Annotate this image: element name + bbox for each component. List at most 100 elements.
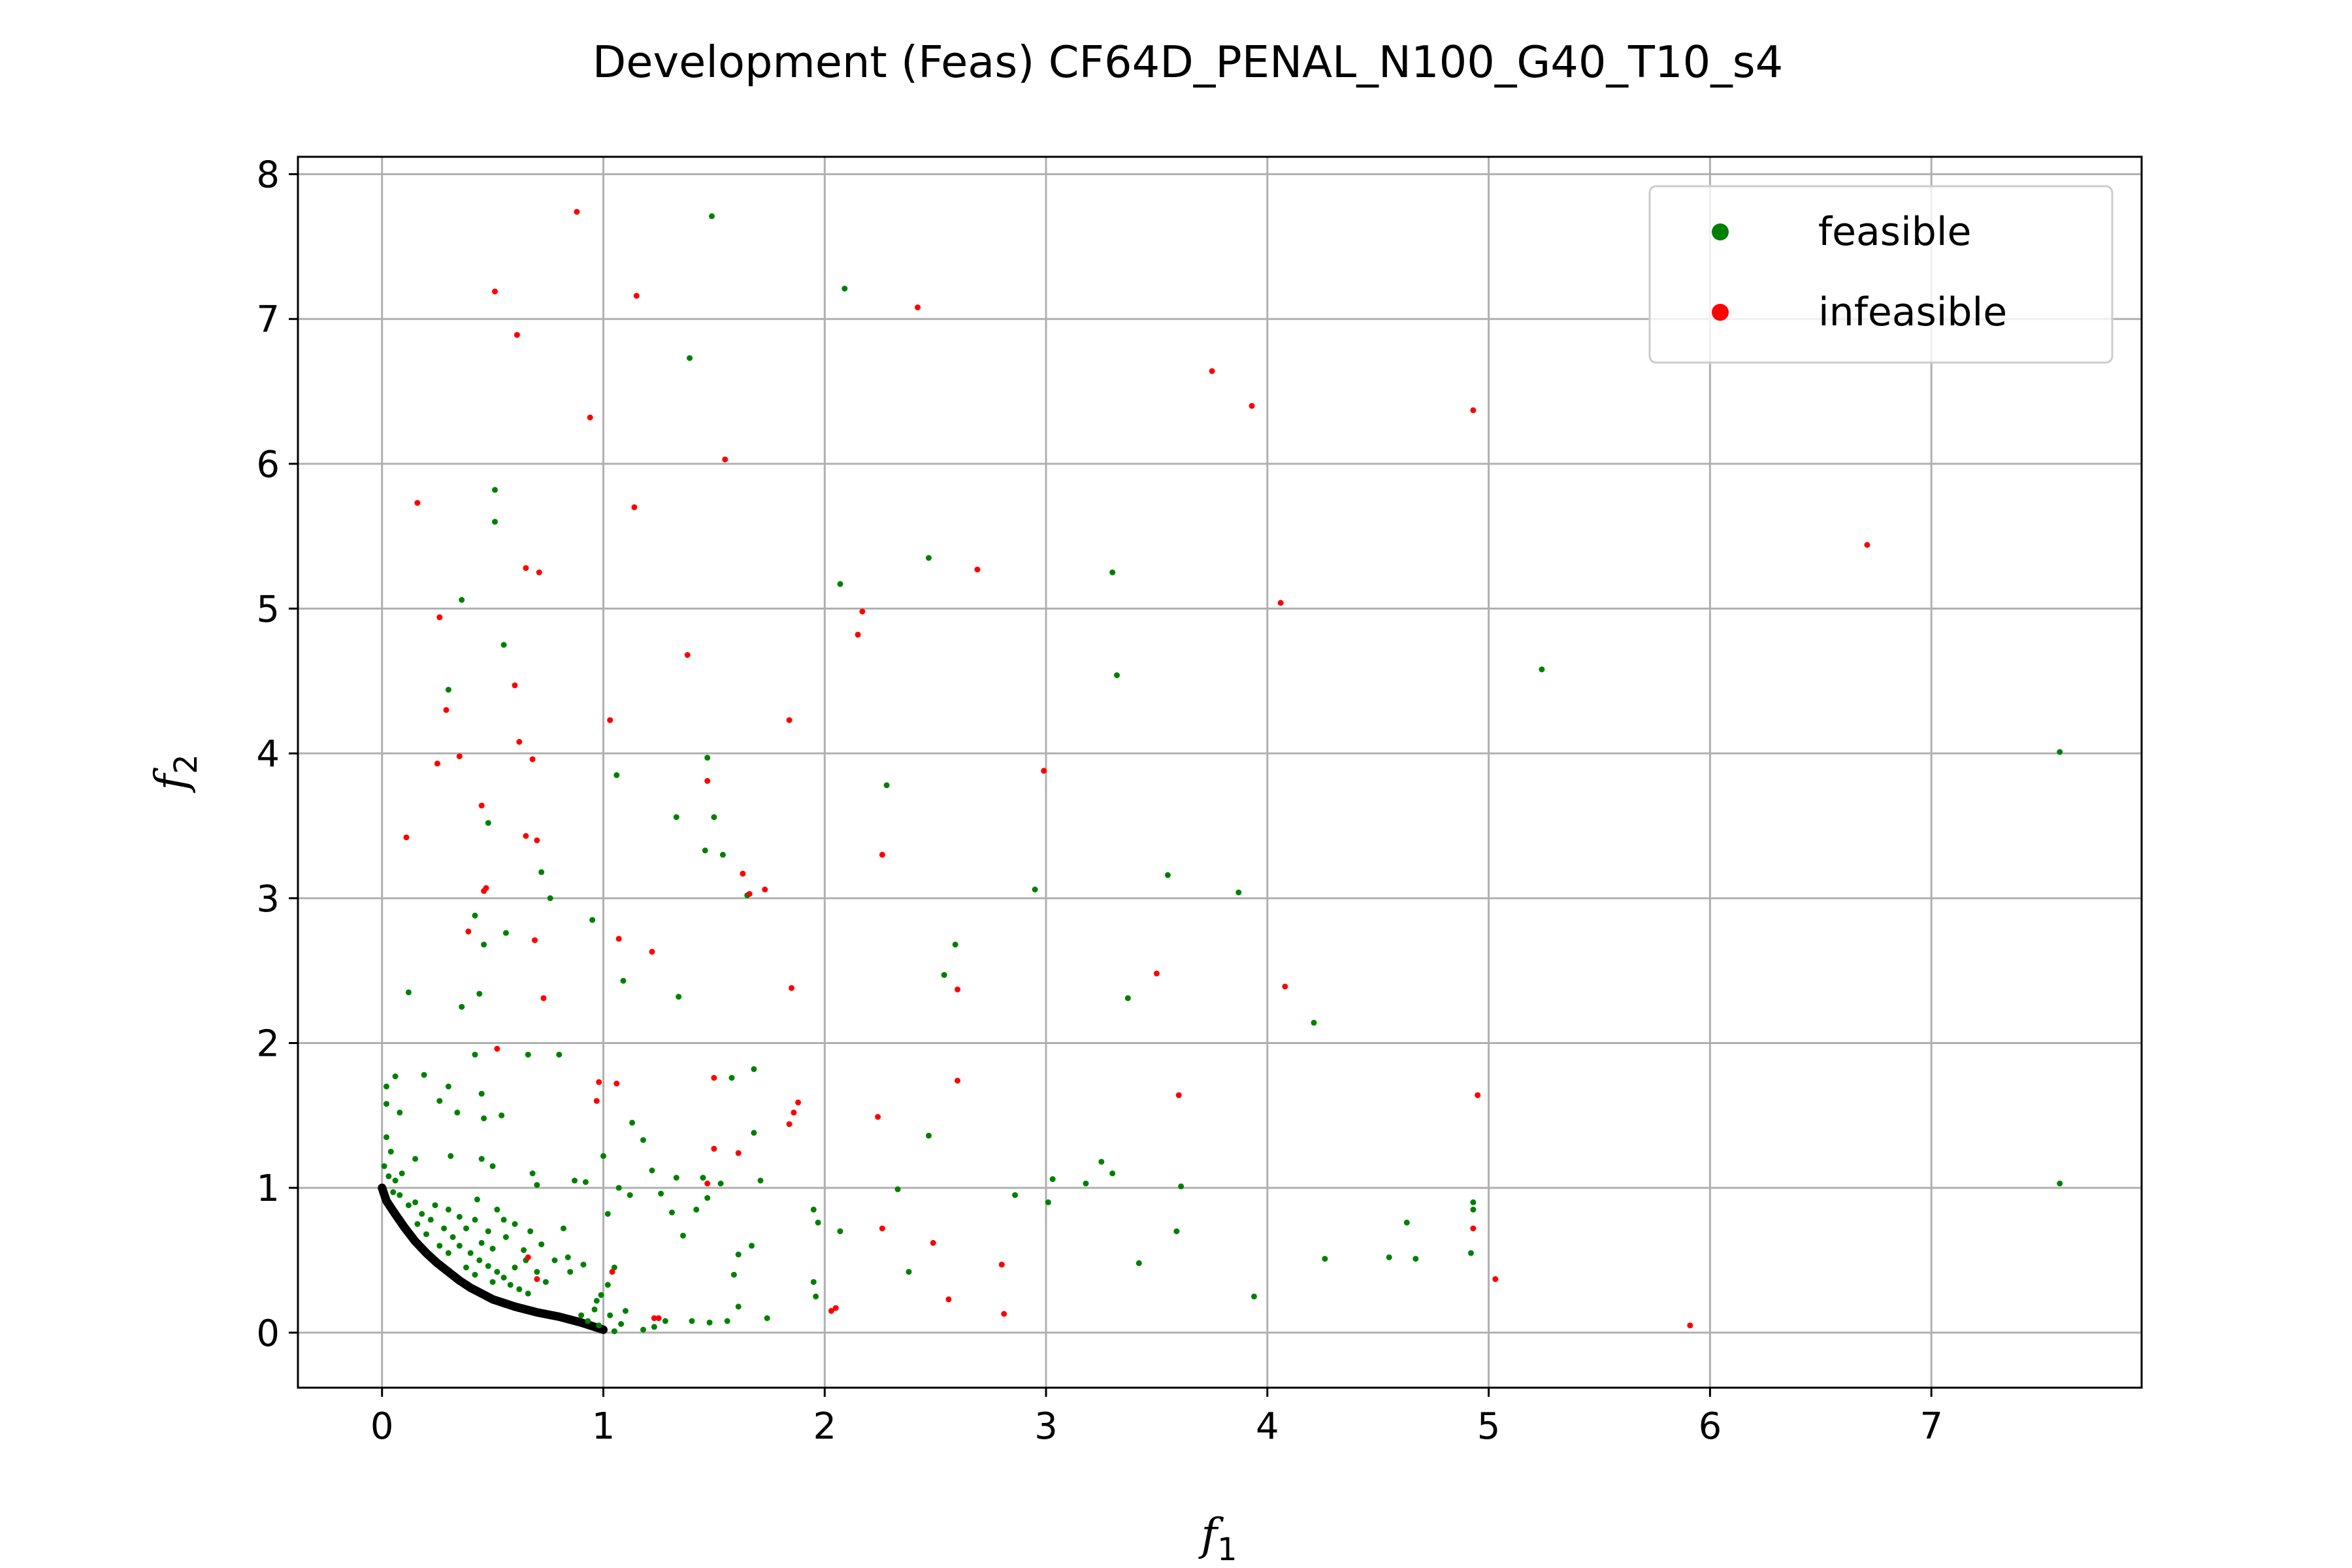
infeasible-point-13 (523, 565, 529, 571)
feasible-point-96 (815, 1219, 821, 1226)
infeasible-point-31 (478, 802, 485, 809)
feasible-point-177 (585, 1318, 591, 1324)
chart-title: Development (Feas) CF64D_PENAL_N100_G40_… (593, 37, 1784, 88)
infeasible-point-69 (879, 1225, 885, 1232)
feasible-point-45 (728, 1075, 735, 1081)
feasible-point-40 (1311, 1019, 1317, 1026)
x-tick-label-0: 0 (370, 1405, 394, 1448)
y-tick-label-4: 4 (256, 733, 280, 776)
feasible-point-33 (941, 972, 947, 978)
plot-frame (297, 155, 2143, 1389)
x-tick-label-6: 6 (1699, 1405, 1722, 1448)
infeasible-point-21 (512, 682, 518, 689)
infeasible-point-52 (596, 1079, 602, 1085)
infeasible-point-9 (722, 456, 728, 463)
y-axis-label: f2 (146, 754, 204, 793)
infeasible-point-16 (1277, 600, 1284, 606)
feasible-point-134 (580, 1262, 587, 1268)
feasible-point-80 (582, 1179, 589, 1185)
feasible-point-20 (702, 847, 708, 854)
feasible-point-133 (567, 1269, 574, 1275)
feasible-point-9 (500, 642, 507, 648)
feasible-point-115 (810, 1279, 817, 1285)
feasible-point-111 (906, 1269, 912, 1275)
feasible-point-11 (1114, 672, 1120, 678)
infeasible-point-55 (1175, 1092, 1182, 1098)
feasible-point-94 (704, 1195, 711, 1201)
feasible-point-107 (1322, 1256, 1328, 1262)
infeasible-point-30 (704, 777, 711, 784)
infeasible-point-2 (633, 293, 640, 299)
feasible-point-91 (669, 1209, 675, 1216)
feasible-point-159 (472, 1271, 478, 1278)
feasible-point-126 (596, 1322, 602, 1329)
feasible-point-143 (432, 1202, 438, 1209)
feasible-point-86 (1178, 1183, 1184, 1190)
infeasible-point-74 (828, 1308, 834, 1314)
feasible-point-154 (476, 1257, 483, 1264)
feasible-point-183 (521, 1247, 527, 1253)
infeasible-point-78 (655, 1315, 662, 1322)
feasible-point-61 (387, 1149, 394, 1155)
infeasible-point-57 (593, 1098, 600, 1104)
infeasible-point-39 (762, 887, 768, 892)
infeasible-point-10 (414, 500, 421, 506)
feasible-point-152 (456, 1243, 463, 1249)
feasible-point-129 (604, 1282, 611, 1288)
infeasible-point-79 (651, 1315, 657, 1322)
infeasible-point-15 (974, 566, 981, 573)
feasible-point-41 (472, 1051, 478, 1058)
feasible-point-158 (489, 1279, 496, 1285)
feasible-point-43 (556, 1051, 563, 1058)
pareto-front-line (378, 1183, 608, 1334)
y-axis-label-sub: 2 (168, 754, 204, 774)
feasible-point-81 (615, 1184, 622, 1191)
feasible-point-121 (689, 1318, 695, 1324)
feasible-point-161 (445, 1250, 451, 1256)
feasible-point-151 (449, 1234, 456, 1240)
feasible-point-24 (1032, 887, 1038, 892)
feasible-point-147 (405, 1202, 412, 1209)
infeasible-point-4 (514, 332, 520, 338)
feasible-point-37 (676, 994, 682, 1000)
feasible-point-38 (1124, 995, 1131, 1002)
feasible-point-93 (693, 1206, 700, 1213)
feasible-point-119 (724, 1318, 730, 1324)
infeasible-point-60 (786, 1121, 792, 1128)
infeasible-point-33 (523, 833, 529, 839)
feasible-point-30 (502, 930, 509, 936)
infeasible-point-49 (540, 995, 547, 1002)
feasible-point-1 (841, 286, 848, 292)
x-tick-label-1: 1 (592, 1405, 615, 1448)
legend-label-infeasible: infeasible (1818, 289, 2007, 335)
y-tick-label-8: 8 (256, 154, 280, 197)
infeasible-point-77 (1687, 1322, 1693, 1329)
feasible-point-23 (547, 895, 553, 902)
legend-label-feasible: feasible (1818, 209, 1971, 255)
feasible-point-65 (600, 1152, 606, 1159)
feasible-point-15 (883, 782, 890, 789)
x-tick-label-5: 5 (1477, 1405, 1501, 1448)
pareto-front (378, 1183, 608, 1334)
feasible-point-132 (551, 1257, 558, 1264)
infeasible-point-3 (915, 304, 921, 310)
infeasible-point-27 (434, 760, 440, 767)
infeasible-point-18 (436, 614, 443, 621)
infeasible-point-47 (789, 985, 794, 991)
feasible-point-90 (627, 1192, 633, 1198)
feasible-point-34 (620, 977, 627, 984)
feasible-point-4 (492, 519, 498, 525)
feasible-point-26 (1235, 889, 1242, 896)
infeasible-point-70 (998, 1262, 1005, 1268)
feasible-point-178 (591, 1306, 598, 1313)
feasible-point-100 (1045, 1199, 1051, 1205)
infeasible-point-22 (443, 707, 449, 713)
feasible-point-141 (474, 1196, 480, 1203)
infeasible-point-45 (1153, 970, 1160, 977)
feasible-point-112 (735, 1251, 742, 1258)
feasible-point-176 (578, 1312, 585, 1318)
feasible-point-39 (459, 1004, 465, 1010)
feasible-point-44 (751, 1066, 757, 1072)
feasible-point-168 (512, 1264, 518, 1271)
